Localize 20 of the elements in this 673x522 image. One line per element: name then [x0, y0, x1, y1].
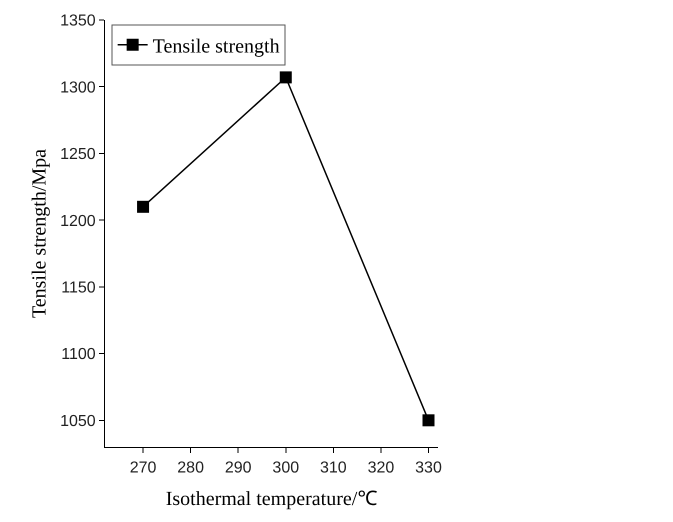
y-tick-label: 1350: [60, 12, 96, 30]
y-tick-label: 1150: [61, 279, 96, 296]
point: [422, 414, 434, 426]
x-tick-label: 280: [177, 459, 204, 476]
y-tick-label: 1250: [60, 146, 96, 164]
point: [137, 200, 150, 213]
x-tick-label: 290: [224, 459, 252, 476]
y-tick-label: 1050: [60, 412, 96, 430]
y-tick-label: 1300: [60, 79, 96, 96]
x-tick-label: 270: [130, 459, 157, 476]
x-tick-label: 310: [320, 459, 347, 476]
y-tick-label: 1200: [60, 212, 96, 230]
x-tick-label: 320: [368, 459, 394, 476]
y-axis-title: Tensile strength/Mpa: [28, 148, 51, 318]
legend-label: Tensile strength: [152, 36, 280, 58]
x-tick-label: 330: [415, 459, 442, 476]
x-axis-title: Isothermal temperature/℃: [166, 488, 378, 510]
y-tick-label: 1100: [61, 346, 96, 364]
point: [280, 71, 292, 84]
x-tick-label: 300: [272, 459, 300, 476]
